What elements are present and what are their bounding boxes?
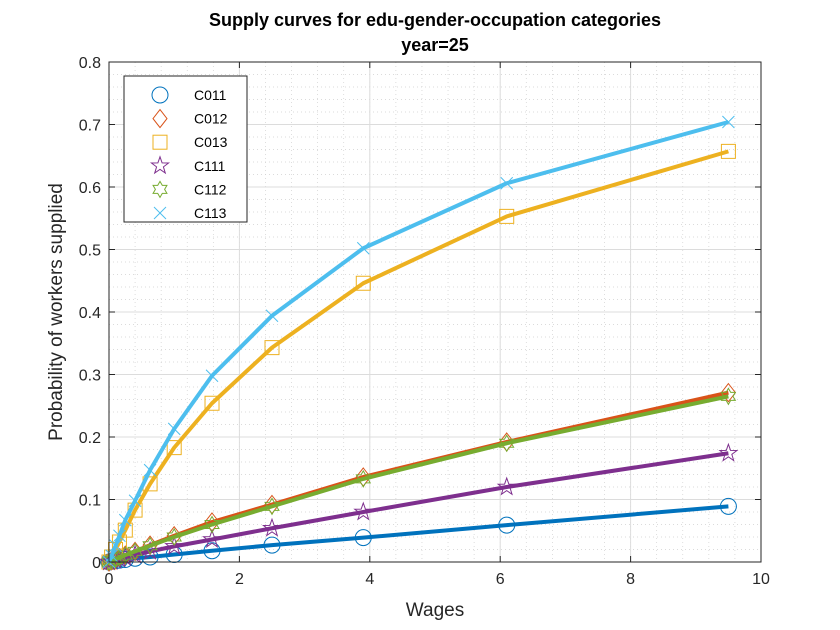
legend-label-c113: C113	[194, 205, 227, 221]
data-point-c013	[204, 395, 220, 411]
y-tick-label: 0.6	[79, 180, 101, 197]
data-point-c111	[718, 442, 739, 462]
data-point-c113	[118, 513, 132, 527]
legend-label-c012: C012	[194, 111, 228, 127]
x-marker-stroke	[143, 463, 157, 477]
x-marker-stroke	[356, 241, 370, 255]
x-marker-stroke	[205, 369, 219, 383]
data-point-c113	[143, 463, 157, 477]
series-c113	[102, 115, 735, 569]
legend-marker-c013	[152, 134, 168, 150]
legend-label-c011: C011	[194, 87, 227, 103]
x-marker-stroke	[118, 513, 132, 527]
x-marker-stroke	[722, 115, 735, 129]
data-point-c112	[204, 515, 220, 534]
data-point-c013	[264, 340, 280, 356]
y-tick-label: 0	[92, 555, 101, 572]
y-tick-label: 0.4	[79, 305, 101, 322]
legend-marker-c112	[152, 180, 168, 199]
data-point-c111	[164, 535, 185, 555]
x-marker-stroke	[153, 206, 167, 220]
chart-subtitle: year=25	[401, 35, 469, 55]
x-tick-label: 10	[752, 571, 770, 588]
series-layer	[98, 115, 739, 572]
data-point-c112	[498, 434, 515, 453]
legend-label-c111: C111	[194, 158, 226, 174]
x-marker-stroke	[167, 422, 181, 436]
data-point-c112	[720, 387, 737, 406]
data-point-c111	[202, 528, 223, 549]
y-tick-label: 0.5	[79, 243, 101, 260]
data-point-c111	[353, 501, 374, 521]
x-tick-label: 6	[496, 571, 505, 588]
data-point-c111	[261, 517, 283, 537]
x-marker-stroke	[500, 176, 514, 190]
data-point-c112	[127, 542, 143, 561]
data-point-c112	[142, 536, 158, 555]
data-point-c113	[113, 529, 126, 543]
legend-box	[123, 75, 248, 223]
data-point-c113	[356, 241, 370, 255]
legend-marker-c111	[149, 155, 171, 175]
data-point-c113	[722, 115, 735, 129]
x-marker-stroke	[109, 539, 122, 553]
data-point-c112	[355, 469, 372, 488]
legend-marker-c113	[153, 206, 167, 220]
x-marker-stroke	[265, 309, 279, 323]
legend-label-c013: C013	[194, 134, 228, 150]
x-tick-label: 8	[626, 571, 635, 588]
data-point-c112	[103, 551, 120, 570]
data-point-c113	[265, 309, 279, 323]
data-point-c011	[354, 529, 372, 547]
x-tick-label: 4	[365, 571, 374, 588]
x-marker-stroke	[113, 529, 126, 543]
data-point-c111	[496, 476, 517, 496]
data-point-c113	[500, 176, 514, 190]
data-point-c011	[263, 536, 281, 554]
legend-label-c112: C112	[194, 181, 227, 197]
y-tick-label: 0.2	[79, 430, 101, 447]
y-tick-label: 0.7	[79, 118, 101, 135]
data-point-c112	[264, 497, 280, 516]
x-tick-label: 2	[235, 571, 244, 588]
data-point-c011	[498, 516, 516, 534]
x-axis-label: Wages	[406, 600, 464, 621]
data-point-c013	[355, 275, 371, 291]
data-point-c013	[166, 440, 182, 456]
data-point-c112	[117, 546, 134, 565]
x-marker-stroke	[128, 494, 142, 508]
y-tick-label: 0.1	[79, 493, 101, 510]
chart-title: Supply curves for edu-gender-occupation …	[209, 10, 661, 30]
data-point-c112	[166, 527, 183, 547]
y-tick-label: 0.3	[79, 368, 101, 385]
y-tick-label: 0.8	[79, 55, 101, 72]
data-point-c113	[167, 422, 181, 436]
y-axis-label: Probability of workers supplied	[46, 183, 67, 441]
data-point-c113	[205, 369, 219, 383]
data-point-c011	[141, 548, 159, 566]
data-point-c012	[720, 382, 737, 403]
data-point-c113	[105, 549, 118, 563]
axis-ticks: 0 2 4 6 8 10 0 0.1 0.2 0.3 0.4 0.5 0.6 0.7 0.8	[79, 55, 770, 588]
data-point-c113	[128, 494, 142, 508]
legend-marker-c011	[151, 86, 169, 104]
legend-marker-c012	[152, 108, 168, 129]
x-tick-label: 0	[105, 571, 114, 588]
data-point-c112	[101, 552, 117, 572]
x-marker-stroke	[105, 549, 118, 563]
data-point-c113	[109, 539, 122, 553]
legend: C011 C012 C013 C111 C112 C113	[123, 75, 248, 223]
data-point-c013	[499, 208, 515, 224]
data-point-c013	[720, 143, 736, 159]
data-point-c011	[719, 497, 737, 515]
